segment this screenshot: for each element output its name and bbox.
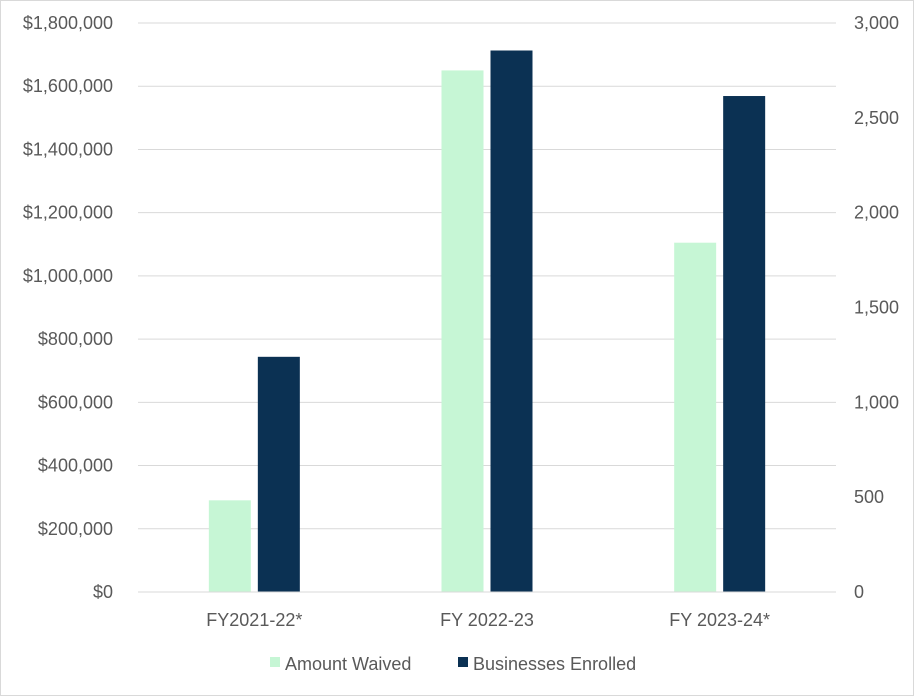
bar-businesses-enrolled [723,96,766,592]
gridlines [138,22,836,530]
legend: Amount Waived Businesses Enrolled [270,654,636,674]
left-y-tick-label: $1,800,000 [23,13,113,33]
bar-businesses-enrolled [257,356,300,592]
legend-label-businesses-enrolled: Businesses Enrolled [473,654,636,674]
right-y-tick-label: 2,500 [854,108,899,128]
bar-amount-waived [208,500,251,592]
right-y-tick-label: 3,000 [854,13,899,33]
x-category-label: FY2021-22* [206,610,302,630]
right-y-tick-label: 0 [854,582,864,602]
bar-amount-waived [441,70,484,592]
right-y-tick-label: 1,500 [854,298,899,318]
legend-swatch-businesses-enrolled [458,657,468,667]
left-y-tick-label: $200,000 [38,519,113,539]
x-category-label: FY 2023-24* [669,610,770,630]
right-y-axis-ticks: 0 500 1,000 1,500 2,000 2,500 3,000 [854,13,899,602]
bar-amount-waived [674,242,717,593]
legend-swatch-amount-waived [270,657,280,667]
legend-label-amount-waived: Amount Waived [285,654,411,674]
left-y-tick-label: $600,000 [38,392,113,412]
left-y-tick-label: $1,200,000 [23,203,113,223]
right-y-tick-label: 500 [854,487,884,507]
left-y-tick-label: $1,000,000 [23,266,113,286]
bars [208,50,766,593]
left-y-tick-label: $0 [93,582,113,602]
left-y-tick-label: $800,000 [38,329,113,349]
left-y-tick-label: $1,600,000 [23,76,113,96]
left-y-tick-label: $400,000 [38,456,113,476]
x-category-label: FY 2022-23 [440,610,534,630]
x-axis-ticks: FY2021-22* FY 2022-23 FY 2023-24* [206,610,770,630]
right-y-tick-label: 1,000 [854,392,899,412]
bar-businesses-enrolled [490,50,533,593]
left-y-axis-ticks: $0 $200,000 $400,000 $600,000 $800,000 $1,000… [23,13,113,602]
left-y-tick-label: $1,400,000 [23,139,113,159]
right-y-tick-label: 2,000 [854,203,899,223]
